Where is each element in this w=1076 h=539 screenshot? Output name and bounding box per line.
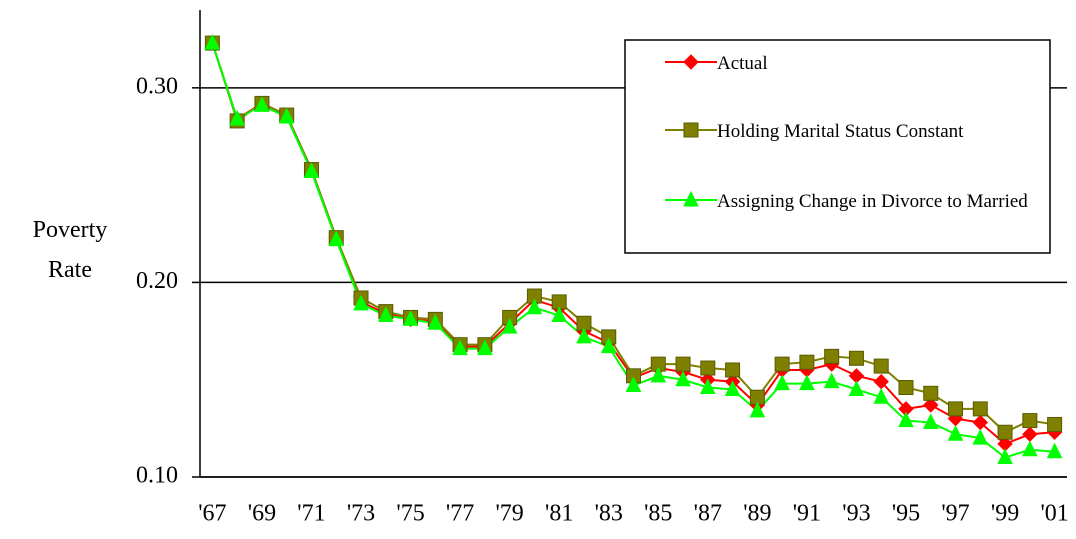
data-point [427,314,444,330]
x-tick-label: '91 [793,501,821,527]
data-point [452,339,468,356]
legend-label: Actual [717,53,768,74]
y-tick-label: 0.20 [136,268,178,294]
legend-box [624,39,1051,254]
data-point [972,401,988,417]
x-tick-label: '83 [595,501,623,527]
data-point [377,306,394,322]
x-tick-label: '79 [495,501,523,527]
legend-label: Assigning Change in Divorce to Married [717,191,1028,212]
data-point [700,360,716,376]
data-point [774,374,790,391]
x-tick-label: '71 [297,501,325,527]
data-point [328,230,345,247]
data-point [848,350,864,366]
data-point [477,339,493,356]
data-point [675,356,691,372]
data-point [402,310,419,326]
data-point [526,298,543,315]
data-point [1047,416,1063,432]
data-point [948,401,964,417]
x-tick-label: '01 [1040,501,1068,527]
data-point [947,425,964,441]
x-tick-label: '87 [694,501,722,527]
data-point [774,356,790,372]
data-point [303,162,320,179]
data-point [254,96,270,112]
x-tick-label: '95 [892,501,920,527]
data-point [997,448,1013,465]
data-point [278,107,295,124]
data-point [725,362,741,378]
data-point [724,380,741,396]
data-point [1022,440,1038,457]
x-tick-label: '69 [248,501,276,527]
data-point [923,397,939,413]
x-tick-label: '99 [991,501,1019,527]
x-tick-label: '67 [198,501,226,527]
data-point [551,306,567,322]
data-point [1046,442,1063,459]
data-point [923,385,939,401]
x-tick-label: '93 [842,501,870,527]
legend-label: Holding Marital Status Constant [717,121,964,142]
data-point [204,33,221,50]
data-point [972,428,989,445]
x-tick-label: '97 [941,501,969,527]
x-tick-label: '73 [347,501,375,527]
data-point [576,327,592,344]
x-tick-label: '75 [396,501,424,527]
x-tick-label: '89 [743,501,771,527]
data-point [700,378,716,394]
data-point [675,370,691,387]
x-tick-label: '85 [644,501,672,527]
data-point [625,376,642,393]
data-point [1022,413,1038,429]
data-point [848,380,865,396]
data-point [898,379,914,395]
data-point [353,294,369,311]
data-point [922,413,939,430]
data-point [997,424,1013,440]
data-point [824,348,840,364]
data-point [873,358,889,374]
y-axis-label: Poverty Rate [32,217,108,283]
data-point [1022,426,1038,442]
x-tick-label: '77 [446,501,474,527]
y-tick-label: 0.30 [136,73,178,99]
x-tick-label: '81 [545,501,573,527]
data-point [501,318,518,334]
data-point [799,354,815,370]
data-point [650,366,667,383]
y-tick-label: 0.10 [136,463,178,489]
legend-marker [683,54,699,70]
data-point [873,388,890,404]
data-point [600,337,617,354]
data-point [229,109,245,126]
data-point [823,372,840,389]
data-point [799,374,815,391]
legend-marker [683,190,699,207]
data-point [749,401,766,418]
legend-marker [683,122,699,138]
data-point [898,411,914,428]
